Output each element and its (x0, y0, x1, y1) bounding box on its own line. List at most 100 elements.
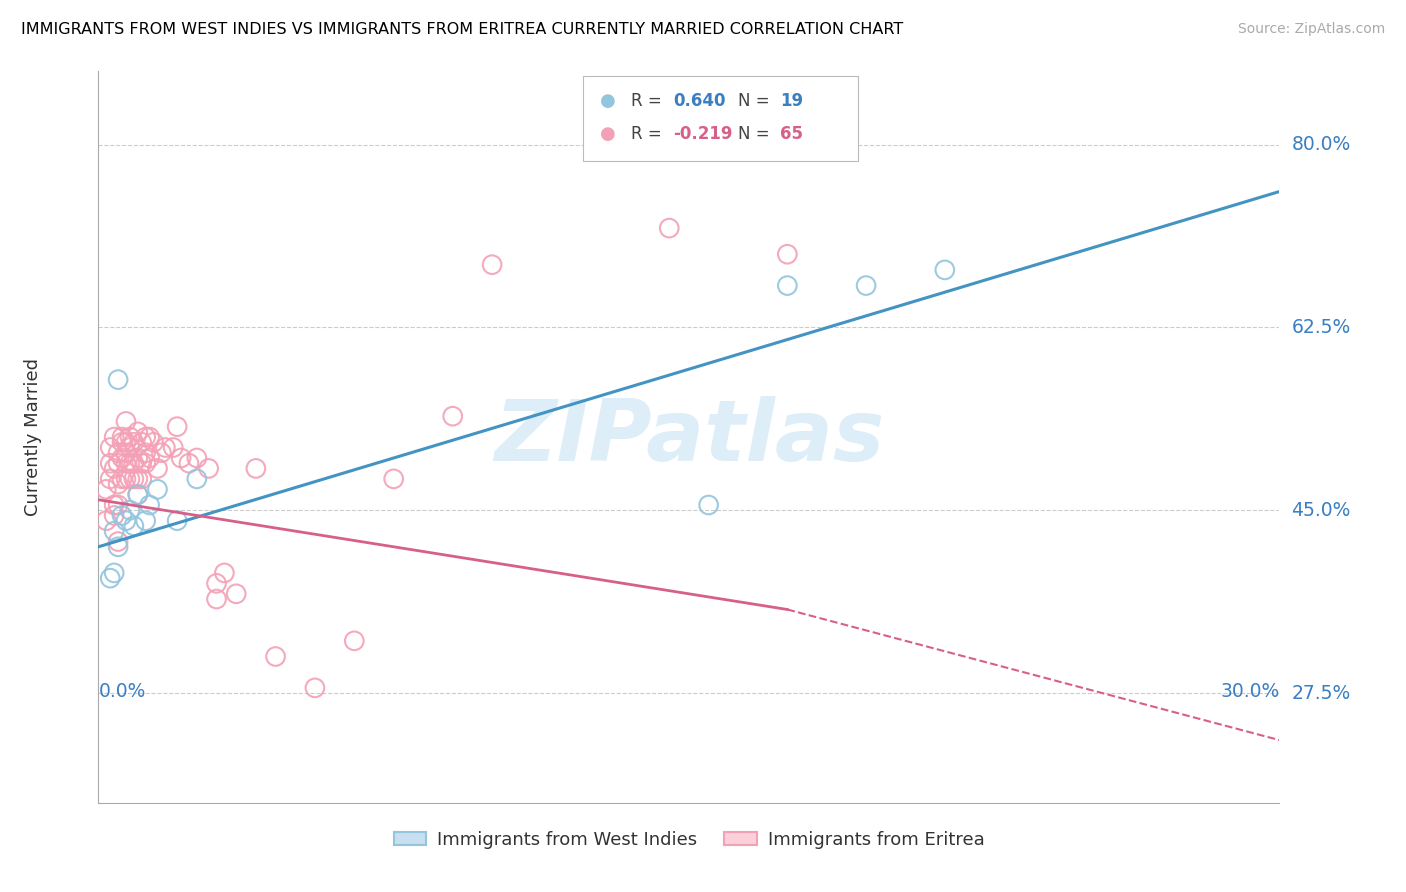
Point (127, 472, 149, 486)
Point (103, 430, 125, 444)
Point (776, 278, 799, 293)
Point (122, 472, 145, 486)
Point (170, 450, 193, 465)
Point (138, 450, 160, 465)
Point (146, 461, 169, 475)
Point (142, 435, 165, 450)
Point (146, 483, 169, 497)
Point (107, 456, 129, 470)
Text: 0.640: 0.640 (673, 92, 725, 110)
Point (197, 461, 219, 475)
Text: Source: ZipAtlas.com: Source: ZipAtlas.com (1237, 22, 1385, 37)
Point (264, 649, 287, 664)
Point (304, 681, 326, 695)
Text: Currently Married: Currently Married (24, 358, 42, 516)
Point (127, 450, 149, 465)
Point (441, 409, 464, 424)
Point (135, 456, 157, 470)
Point (107, 446, 129, 460)
Point (186, 450, 208, 465)
Point (103, 461, 125, 475)
Point (118, 503, 141, 517)
Point (776, 247, 799, 261)
Point (186, 472, 208, 486)
Text: ●: ● (600, 92, 616, 110)
Point (115, 435, 138, 450)
Point (131, 435, 153, 450)
Point (855, 278, 877, 293)
Point (135, 514, 157, 528)
Point (98, 441, 121, 455)
Text: 19: 19 (780, 92, 803, 110)
Point (107, 534, 129, 549)
Text: N =: N = (738, 92, 775, 110)
Point (103, 498, 125, 512)
Point (98, 456, 121, 470)
Point (111, 472, 134, 486)
Text: R =: R = (631, 92, 668, 110)
Point (934, 263, 956, 277)
Point (118, 441, 141, 455)
Point (177, 456, 200, 470)
Point (138, 498, 160, 512)
Point (150, 446, 173, 460)
Point (103, 524, 125, 538)
Text: 0.0%: 0.0% (98, 682, 146, 701)
Point (343, 633, 366, 648)
Point (135, 430, 157, 444)
Point (107, 540, 129, 554)
Point (225, 587, 247, 601)
Legend: Immigrants from West Indies, Immigrants from Eritrea: Immigrants from West Indies, Immigrants … (387, 823, 991, 856)
Point (382, 472, 405, 486)
Text: 80.0%: 80.0% (1291, 135, 1351, 154)
Text: ●: ● (600, 125, 616, 143)
Point (481, 258, 503, 272)
Point (115, 472, 138, 486)
Point (166, 514, 188, 528)
Point (697, 498, 720, 512)
Point (214, 566, 236, 580)
Text: ZIPatlas: ZIPatlas (494, 395, 884, 479)
Point (96, 483, 118, 497)
Point (127, 425, 149, 439)
Point (162, 441, 184, 455)
Point (111, 435, 134, 450)
Text: IMMIGRANTS FROM WEST INDIES VS IMMIGRANTS FROM ERITREA CURRENTLY MARRIED CORRELA: IMMIGRANTS FROM WEST INDIES VS IMMIGRANT… (21, 22, 903, 37)
Point (115, 456, 138, 470)
Point (118, 472, 141, 486)
Point (115, 514, 138, 528)
Text: N =: N = (738, 125, 775, 143)
Point (205, 576, 228, 591)
Point (122, 519, 145, 533)
Point (122, 456, 145, 470)
Point (115, 414, 138, 428)
Point (96, 514, 118, 528)
Point (155, 441, 177, 455)
Point (131, 456, 153, 470)
Point (131, 472, 153, 486)
Point (118, 430, 141, 444)
Point (205, 592, 228, 607)
Point (98, 571, 121, 585)
Point (103, 508, 125, 523)
Point (127, 487, 149, 501)
Point (107, 498, 129, 512)
Text: 27.5%: 27.5% (1291, 683, 1351, 703)
Point (118, 456, 141, 470)
Point (135, 446, 157, 460)
Text: 45.0%: 45.0% (1291, 500, 1351, 520)
Point (658, 221, 681, 235)
Point (111, 508, 134, 523)
Text: -0.219: -0.219 (673, 125, 733, 143)
Text: 65: 65 (780, 125, 803, 143)
Point (107, 477, 129, 491)
Point (111, 450, 134, 465)
Point (111, 430, 134, 444)
Text: 30.0%: 30.0% (1220, 682, 1279, 701)
Point (98, 472, 121, 486)
Point (103, 566, 125, 580)
Text: 62.5%: 62.5% (1291, 318, 1351, 337)
Point (166, 419, 188, 434)
Point (127, 487, 149, 501)
Point (107, 373, 129, 387)
